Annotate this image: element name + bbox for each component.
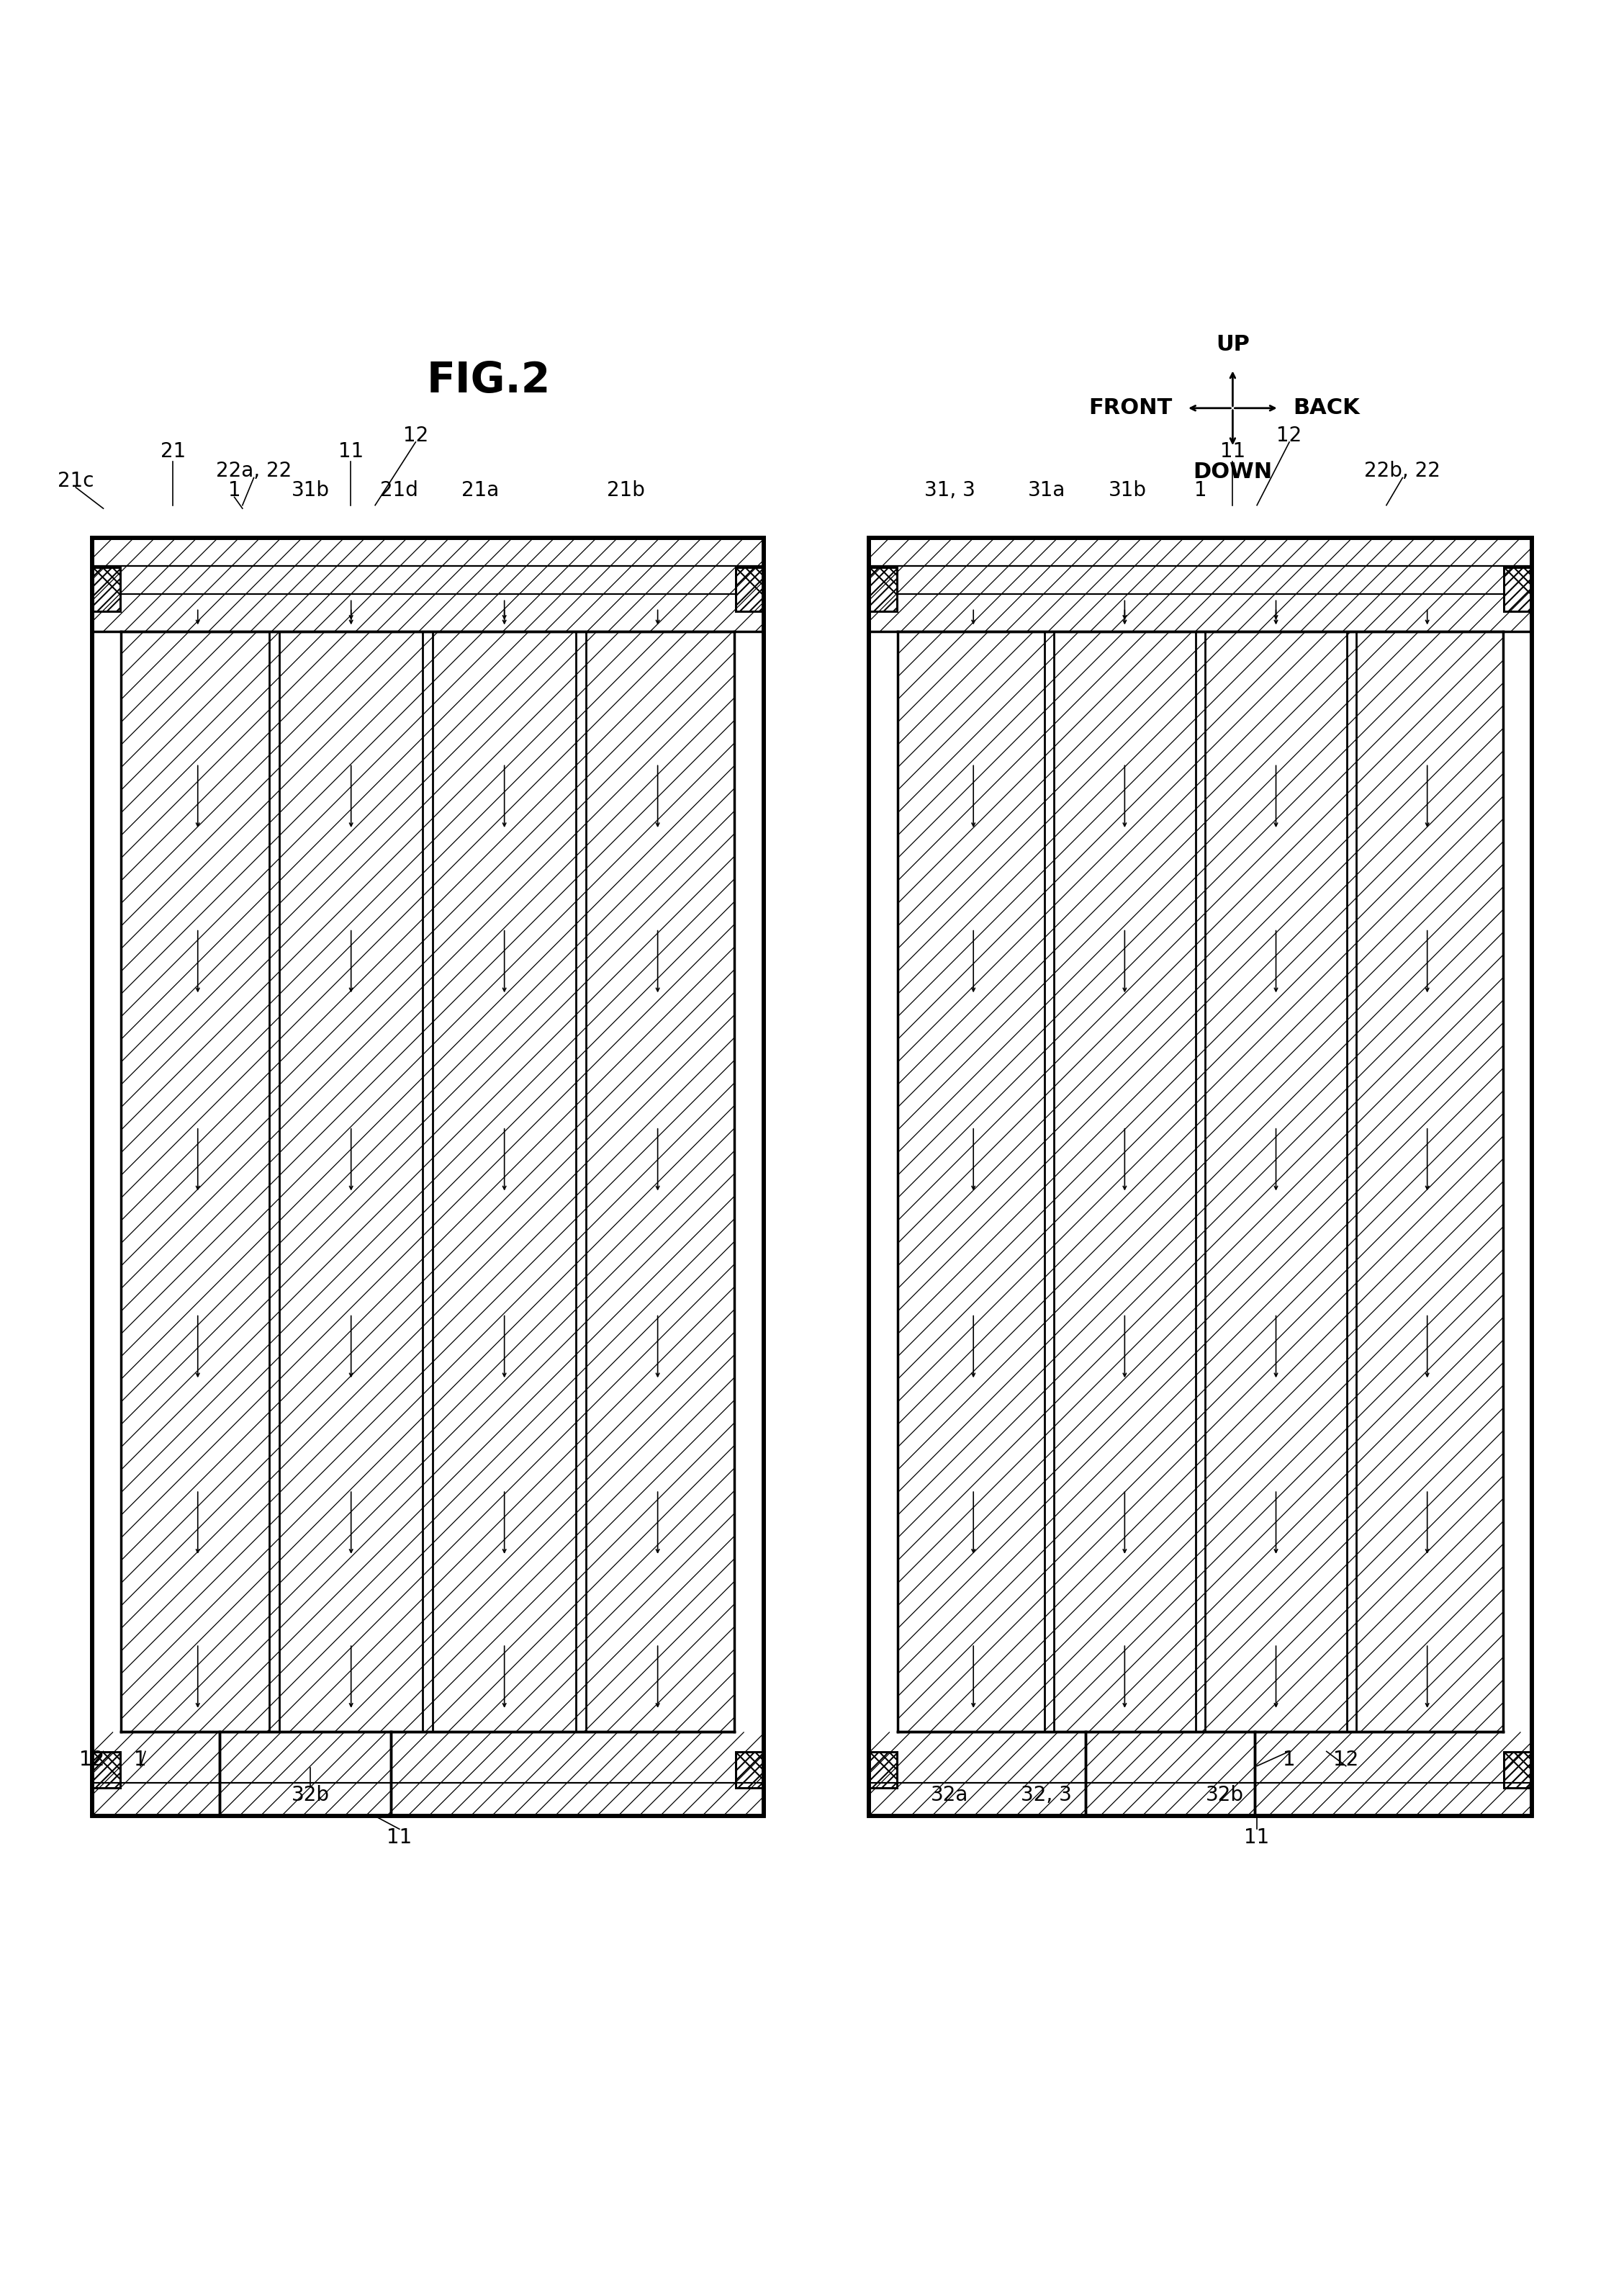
Bar — [869, 1751, 896, 1788]
Bar — [422, 632, 432, 1733]
Bar — [93, 1751, 120, 1788]
Text: 31b: 31b — [1109, 481, 1147, 501]
Bar — [1195, 632, 1205, 1733]
Text: 21b: 21b — [607, 481, 645, 501]
Bar — [736, 1751, 763, 1788]
Bar — [93, 1751, 120, 1788]
Text: BACK: BACK — [1293, 398, 1359, 419]
Text: 22b, 22: 22b, 22 — [1364, 460, 1440, 481]
Bar — [93, 568, 120, 611]
Text: 1: 1 — [227, 481, 240, 501]
Bar — [93, 632, 122, 1733]
Bar — [1044, 632, 1054, 1733]
Text: 11: 11 — [1244, 1827, 1270, 1847]
Bar — [219, 1765, 391, 1815]
Text: 11: 11 — [338, 442, 364, 462]
Text: 11: 11 — [1220, 442, 1246, 462]
Text: 32a: 32a — [931, 1785, 968, 1806]
Bar — [869, 568, 896, 611]
Text: 32b: 32b — [1205, 1785, 1244, 1806]
Text: FIG.2: FIG.2 — [427, 359, 551, 401]
Bar — [869, 568, 896, 611]
Text: 31b: 31b — [291, 481, 330, 501]
Bar — [734, 632, 763, 1733]
Bar — [270, 632, 279, 1733]
Text: 1: 1 — [1283, 1749, 1296, 1769]
Bar — [869, 538, 1531, 565]
Text: 12: 12 — [80, 1749, 104, 1769]
Bar — [736, 568, 763, 611]
Text: 21: 21 — [161, 442, 185, 462]
Bar — [1504, 568, 1531, 611]
Text: 32, 3: 32, 3 — [1021, 1785, 1072, 1806]
Bar — [869, 1751, 896, 1788]
Text: DOWN: DOWN — [1194, 462, 1272, 483]
Text: 21d: 21d — [380, 481, 419, 501]
Text: 22a, 22: 22a, 22 — [216, 460, 292, 481]
Text: 12: 12 — [1333, 1749, 1359, 1769]
Bar — [577, 632, 586, 1733]
Bar — [93, 538, 763, 565]
Text: 21c: 21c — [57, 472, 94, 492]
Bar — [736, 1751, 763, 1788]
Text: FRONT: FRONT — [1088, 398, 1173, 419]
Text: 32b: 32b — [291, 1785, 330, 1806]
Text: 12: 12 — [1276, 426, 1302, 446]
Bar — [1504, 1751, 1531, 1788]
Text: 31, 3: 31, 3 — [924, 481, 974, 501]
Text: UP: UP — [1216, 334, 1249, 355]
Text: 11: 11 — [387, 1827, 412, 1847]
Bar — [869, 632, 898, 1733]
Bar — [736, 568, 763, 611]
Bar — [1502, 632, 1531, 1733]
Bar — [1504, 1751, 1531, 1788]
Text: 31a: 31a — [1028, 481, 1065, 501]
Text: 21a: 21a — [461, 481, 499, 501]
Bar — [1504, 568, 1531, 611]
Bar — [1085, 1765, 1255, 1815]
Bar — [1346, 632, 1356, 1733]
Text: 1: 1 — [135, 1749, 146, 1769]
Text: 12: 12 — [403, 426, 429, 446]
Text: 1: 1 — [1194, 481, 1207, 501]
Bar — [93, 568, 120, 611]
